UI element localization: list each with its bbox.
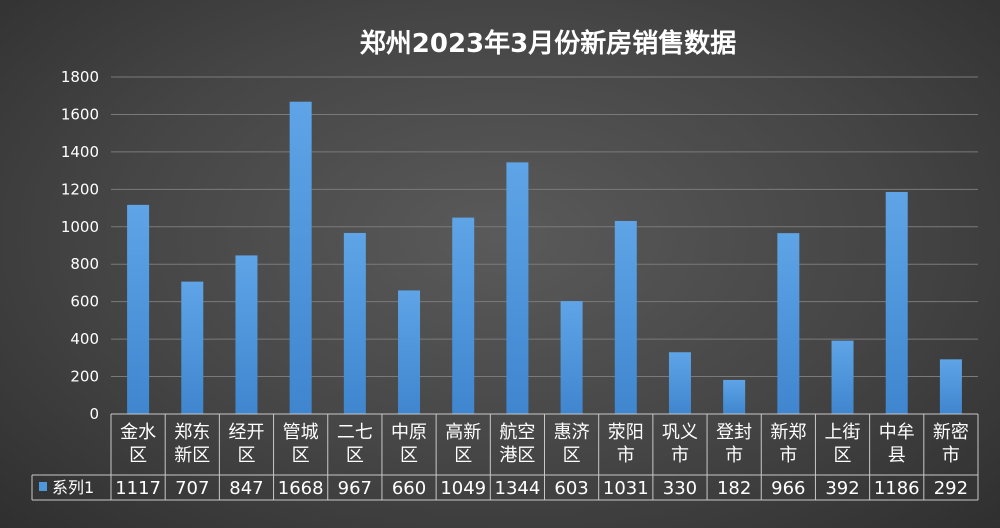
data-label: 603 bbox=[554, 478, 588, 499]
category-label: 惠济 bbox=[554, 422, 590, 443]
y-tick-label: 1200 bbox=[61, 180, 99, 198]
bars bbox=[127, 101, 962, 415]
y-tick-label: 200 bbox=[70, 368, 99, 386]
category-label: 区 bbox=[454, 445, 472, 466]
bar bbox=[723, 379, 746, 414]
bar bbox=[289, 101, 312, 415]
legend-entry: 系列1 bbox=[52, 478, 94, 497]
bar bbox=[127, 204, 150, 414]
data-label: 1031 bbox=[603, 478, 649, 499]
bar bbox=[831, 340, 854, 414]
y-tick-label: 600 bbox=[70, 293, 99, 311]
data-label: 1668 bbox=[278, 478, 324, 499]
bar bbox=[235, 255, 258, 414]
category-label: 金水 bbox=[120, 422, 156, 443]
bar bbox=[181, 281, 204, 414]
category-label: 二七 bbox=[337, 422, 373, 443]
data-label: 1186 bbox=[874, 478, 920, 499]
data-label: 182 bbox=[717, 478, 751, 499]
data-label: 330 bbox=[663, 478, 697, 499]
category-label: 市 bbox=[779, 445, 797, 466]
data-label: 1344 bbox=[495, 478, 541, 499]
category-label: 上街 bbox=[825, 422, 861, 443]
data-label: 707 bbox=[175, 478, 209, 499]
category-label: 区 bbox=[346, 445, 364, 466]
y-tick-label: 1600 bbox=[61, 105, 99, 123]
bar bbox=[506, 162, 529, 414]
bar bbox=[668, 352, 691, 414]
category-label: 区 bbox=[129, 445, 147, 466]
y-tick-label: 400 bbox=[70, 330, 99, 348]
data-label: 292 bbox=[934, 478, 968, 499]
category-label: 中牟 bbox=[879, 422, 915, 443]
y-tick-label: 1400 bbox=[61, 143, 99, 161]
chart-title: 郑州2023年3月份新房销售数据 bbox=[360, 28, 736, 59]
data-label: 660 bbox=[392, 478, 426, 499]
category-label: 经开 bbox=[228, 422, 264, 443]
data-table: 金水区1117郑东新区707经开区847管城区1668二七区967中原区660高… bbox=[31, 413, 979, 501]
category-label: 市 bbox=[617, 445, 635, 466]
data-label: 1117 bbox=[115, 478, 161, 499]
y-tick-label: 0 bbox=[89, 405, 99, 423]
category-label: 高新 bbox=[445, 422, 481, 443]
y-tick-label: 800 bbox=[70, 255, 99, 273]
category-label: 县 bbox=[888, 445, 906, 466]
category-label: 市 bbox=[725, 445, 743, 466]
category-label: 郑东 bbox=[174, 422, 210, 443]
category-label: 中原 bbox=[391, 422, 427, 443]
category-label: 港区 bbox=[499, 445, 535, 466]
category-label: 巩义 bbox=[662, 422, 698, 443]
category-label: 区 bbox=[563, 445, 581, 466]
category-label: 新郑 bbox=[770, 422, 806, 443]
category-label: 区 bbox=[292, 445, 310, 466]
data-label: 1049 bbox=[440, 478, 486, 499]
category-label: 登封 bbox=[716, 422, 752, 443]
category-label: 区 bbox=[237, 445, 255, 466]
y-tick-label: 1800 bbox=[61, 68, 99, 86]
data-label: 392 bbox=[825, 478, 859, 499]
category-label: 航空 bbox=[499, 422, 535, 443]
data-label: 966 bbox=[771, 478, 805, 499]
bar bbox=[398, 290, 421, 414]
bar bbox=[885, 191, 908, 414]
category-label: 管城 bbox=[283, 422, 319, 443]
data-label: 847 bbox=[229, 478, 263, 499]
category-label: 新区 bbox=[174, 445, 210, 466]
y-axis: 0 200 400 600 800 1000 1200 1400 1600 1800 bbox=[61, 68, 99, 423]
category-label: 荥阳 bbox=[608, 422, 644, 443]
category-label: 区 bbox=[400, 445, 418, 466]
bar bbox=[614, 220, 637, 414]
y-tick-label: 1000 bbox=[61, 218, 99, 236]
legend-swatch bbox=[39, 482, 47, 491]
category-label: 市 bbox=[671, 445, 689, 466]
data-label: 967 bbox=[338, 478, 372, 499]
bar bbox=[560, 301, 583, 414]
bar bbox=[343, 232, 366, 414]
bar bbox=[777, 233, 800, 414]
bar bbox=[452, 217, 475, 414]
category-label: 市 bbox=[942, 445, 960, 466]
category-label: 新密 bbox=[933, 422, 969, 443]
category-label: 区 bbox=[834, 445, 852, 466]
bar bbox=[939, 359, 962, 414]
